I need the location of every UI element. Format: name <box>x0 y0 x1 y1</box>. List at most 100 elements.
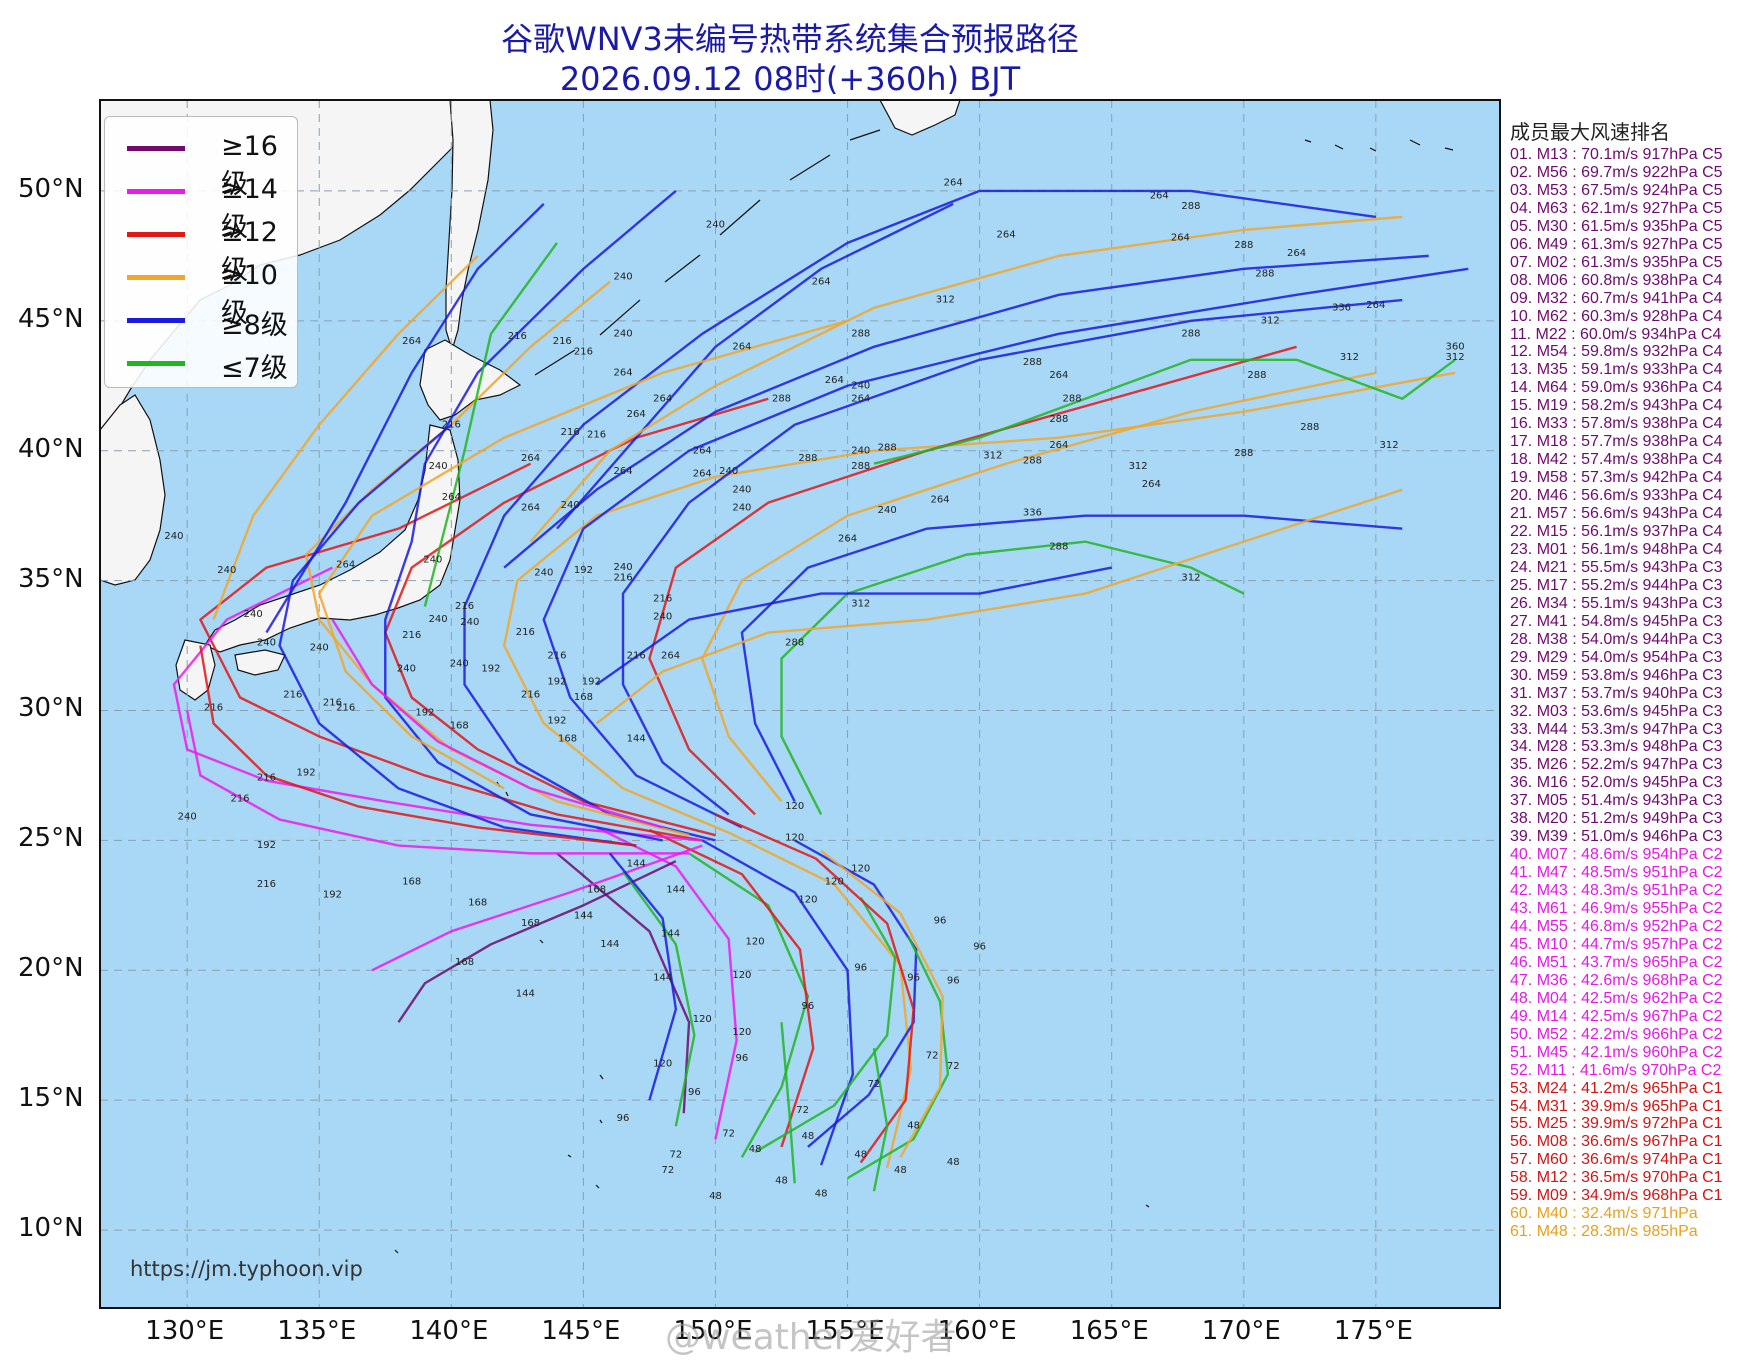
forecast-hour-label: 72 <box>662 1165 675 1176</box>
ranking-entry: 22. M15 : 56.1m/s 937hPa C4 <box>1510 523 1723 541</box>
source-url[interactable]: https://jm.typhoon.vip <box>130 1257 363 1281</box>
ensemble-track <box>371 844 703 972</box>
forecast-hour-label: 240 <box>534 567 553 578</box>
forecast-hour-label: 288 <box>1300 422 1319 433</box>
ensemble-track <box>754 896 897 1154</box>
forecast-hour-label: 168 <box>558 734 577 745</box>
ranking-entry: 54. M31 : 39.9m/s 965hPa C1 <box>1510 1097 1723 1115</box>
forecast-hour-label: 144 <box>666 884 685 895</box>
ranking-entry: 23. M01 : 56.1m/s 948hPa C4 <box>1510 540 1723 558</box>
forecast-hour-label: 288 <box>1049 541 1068 552</box>
ranking-entry: 35. M26 : 52.2m/s 947hPa C3 <box>1510 756 1723 774</box>
lat-label: 50°N <box>18 173 84 204</box>
forecast-hour-label: 288 <box>1023 357 1042 368</box>
forecast-hour-label: 120 <box>693 1014 712 1025</box>
legend-label: ≥8级 <box>221 310 288 341</box>
ensemble-track <box>172 566 703 842</box>
forecast-hour-label: 336 <box>1332 302 1351 313</box>
forecast-hour-label: 264 <box>661 651 680 662</box>
ranking-entry: 33. M44 : 53.3m/s 947hPa C3 <box>1510 720 1723 738</box>
forecast-hour-label: 264 <box>627 409 646 420</box>
forecast-hour-label: 168 <box>574 692 593 703</box>
grid-layer <box>100 100 1500 1308</box>
forecast-hour-label: 168 <box>402 877 421 888</box>
ranking-entry: 46. M51 : 43.7m/s 965hPa C2 <box>1510 953 1723 971</box>
forecast-hour-label: 288 <box>1234 240 1253 251</box>
forecast-hour-label: 288 <box>798 453 817 464</box>
forecast-hour-label: 264 <box>402 336 421 347</box>
forecast-hour-label: 264 <box>1049 440 1068 451</box>
forecast-hour-label: 312 <box>1380 440 1399 451</box>
lat-label: 25°N <box>18 823 84 854</box>
kuril-islands <box>534 129 881 376</box>
ranking-entry: 24. M21 : 55.5m/s 943hPa C3 <box>1510 558 1723 576</box>
intensity-legend: ≥16级 ≥14级 ≥12级 ≥10级 ≥8级 ≤7级 <box>104 116 298 388</box>
forecast-hour-label: 264 <box>336 560 355 571</box>
ensemble-track <box>503 254 1429 569</box>
ensemble-track <box>595 488 1403 725</box>
forecast-hour-label: 264 <box>825 375 844 386</box>
ensemble-track <box>331 618 663 829</box>
forecast-hour-label: 72 <box>669 1149 682 1160</box>
forecast-hour-label: 192 <box>481 664 500 675</box>
forecast-hour-label: 240 <box>719 466 738 477</box>
forecast-hour-label: 240 <box>732 484 751 495</box>
legend-item: ≥10级 <box>119 256 294 329</box>
forecast-hour-label: 48 <box>894 1165 907 1176</box>
ranking-entry: 17. M18 : 57.7m/s 938hPa C4 <box>1510 433 1723 451</box>
forecast-hour-label: 264 <box>851 393 870 404</box>
ensemble-track <box>529 215 1403 543</box>
ranking-entry: 03. M53 : 67.5m/s 924hPa C5 <box>1510 181 1723 199</box>
forecast-hour-label: 216 <box>455 601 474 612</box>
ranking-entry: 32. M03 : 53.6m/s 945hPa C3 <box>1510 702 1723 720</box>
ensemble-track <box>278 423 637 847</box>
forecast-hour-label: 96 <box>802 1001 815 1012</box>
forecast-hour-label: 216 <box>257 773 276 784</box>
legend-item: ≥16级 <box>119 127 294 200</box>
ensemble-track <box>740 514 1403 802</box>
forecast-hour-label: 144 <box>627 734 646 745</box>
ranking-entry: 02. M56 : 69.7m/s 922hPa C5 <box>1510 163 1723 181</box>
lon-label: 175°E <box>1333 1316 1413 1346</box>
forecast-hour-label: 72 <box>947 1061 960 1072</box>
forecast-hour-label: 144 <box>627 858 646 869</box>
forecast-hour-label: 288 <box>1247 370 1266 381</box>
korea-peninsula <box>100 394 166 586</box>
forecast-hour-label: 264 <box>930 495 949 506</box>
ranking-entry: 10. M62 : 60.3m/s 928hPa C4 <box>1510 307 1723 325</box>
ranking-entry: 61. M48 : 28.3m/s 985hPa <box>1510 1223 1698 1241</box>
ranking-entry: 40. M07 : 48.6m/s 954hPa C2 <box>1510 846 1723 864</box>
ranking-entry: 07. M02 : 61.3m/s 935hPa C5 <box>1510 253 1723 271</box>
forecast-hour-label: 240 <box>244 609 263 620</box>
forecast-hour-label: 96 <box>947 975 960 986</box>
ranking-entry: 31. M37 : 53.7m/s 940hPa C3 <box>1510 684 1723 702</box>
forecast-hour-label: 72 <box>796 1105 809 1116</box>
ranking-entry: 43. M61 : 46.9m/s 955hPa C2 <box>1510 900 1723 918</box>
ranking-entry: 05. M30 : 61.5m/s 935hPa C5 <box>1510 217 1723 235</box>
ocean-background <box>100 100 1500 1308</box>
forecast-hour-label: 216 <box>257 879 276 890</box>
legend-item: ≤7级 <box>119 342 294 384</box>
ranking-entry: 15. M19 : 58.2m/s 943hPa C4 <box>1510 397 1723 415</box>
forecast-hour-label: 264 <box>944 178 963 189</box>
ensemble-track <box>714 813 915 1164</box>
forecast-hour-label: 312 <box>936 295 955 306</box>
forecast-hour-label: 192 <box>415 708 434 719</box>
ranking-entry: 41. M47 : 48.5m/s 951hPa C2 <box>1510 864 1723 882</box>
ensemble-track <box>820 849 944 1158</box>
forecast-hour-label: 288 <box>851 328 870 339</box>
ranking-entry: 34. M28 : 53.3m/s 948hPa C3 <box>1510 738 1723 756</box>
ensemble-track <box>595 566 1112 686</box>
legend-label: ≥16级 <box>221 131 278 200</box>
ensemble-track <box>608 852 678 1101</box>
ranking-entry: 60. M40 : 32.4m/s 971hPa <box>1510 1205 1698 1223</box>
ranking-entry: 53. M24 : 41.2m/s 965hPa C1 <box>1510 1079 1723 1097</box>
chart-subtitle: 2026.09.12 08时(+360h) BJT <box>559 60 1021 98</box>
forecast-hour-label: 216 <box>521 690 540 701</box>
ranking-entry: 55. M25 : 39.9m/s 972hPa C1 <box>1510 1115 1723 1133</box>
forecast-hour-label: 264 <box>653 393 672 404</box>
forecast-hour-label: 48 <box>775 1175 788 1186</box>
forecast-hour-label: 120 <box>851 864 870 875</box>
ensemble-track <box>384 190 677 842</box>
